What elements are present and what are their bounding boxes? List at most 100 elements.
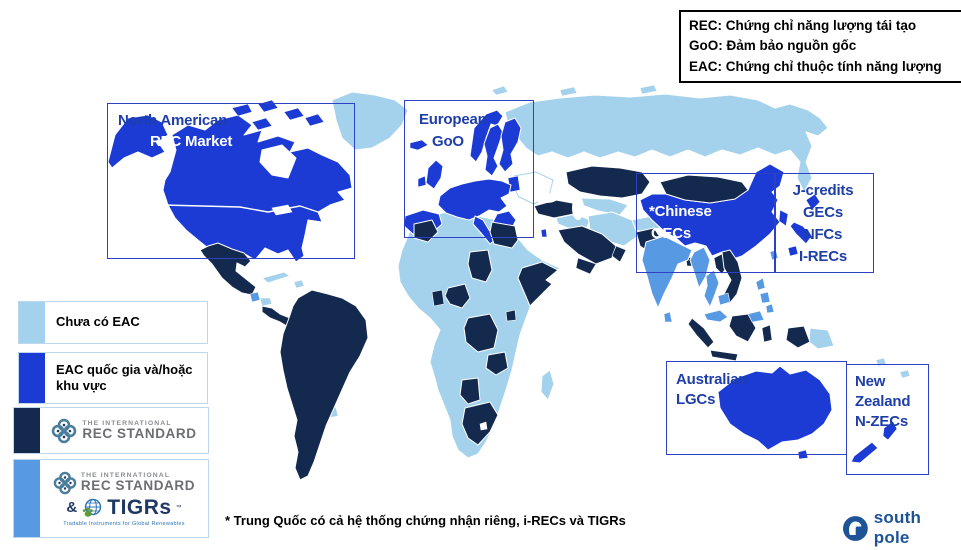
legend-swatch-rec-tigrs bbox=[14, 460, 40, 537]
region-central-asia bbox=[579, 197, 629, 216]
label-japan-schemes: J-credits GECs NFCs I-RECs bbox=[774, 180, 872, 268]
region-sumatra bbox=[687, 317, 715, 349]
region-pacific-isle-1 bbox=[899, 369, 911, 379]
region-sweden bbox=[483, 123, 504, 177]
region-arctic-ca-4 bbox=[251, 117, 273, 131]
label-australian: Australian bbox=[676, 371, 748, 388]
region-thailand bbox=[703, 269, 720, 308]
rec-standard-line2-b: REC STANDARD bbox=[80, 477, 196, 493]
rec-standard-knot-icon-2 bbox=[53, 471, 77, 494]
region-uganda bbox=[505, 309, 517, 322]
region-russia bbox=[504, 93, 829, 193]
brand-logo: south pole bbox=[842, 508, 961, 548]
rec-standard-line1-b: THE INTERNATIONAL bbox=[80, 471, 171, 479]
region-arctic-ca-1 bbox=[231, 103, 253, 117]
legend-item-national-eac: EAC quốc gia và/hoặc khu vực bbox=[18, 352, 208, 404]
region-svalbard bbox=[491, 85, 509, 96]
region-guatemala bbox=[249, 291, 261, 303]
label-j-credits: J-credits bbox=[792, 182, 854, 199]
region-australia bbox=[717, 365, 833, 451]
region-arctic-ca-5 bbox=[304, 113, 325, 127]
regions-national-eac bbox=[107, 99, 898, 464]
region-cambodia bbox=[717, 292, 731, 306]
region-saudi-arabia bbox=[557, 225, 617, 265]
tigrs-trademark: ™ bbox=[175, 504, 182, 511]
caspian-sea bbox=[572, 196, 584, 220]
label-gecs-china: GECs bbox=[651, 225, 692, 242]
region-japan-hokkaido bbox=[805, 193, 821, 211]
region-chad bbox=[467, 249, 493, 283]
legend-label-national-line1: EAC quốc gia và/hoặc bbox=[56, 361, 193, 377]
label-gecs-japan: GECs bbox=[802, 204, 844, 221]
label-i-recs: I-RECs bbox=[799, 248, 847, 265]
box-north-america bbox=[107, 103, 355, 259]
region-oman bbox=[611, 245, 627, 263]
lesotho bbox=[479, 421, 488, 431]
region-south-america bbox=[279, 289, 369, 481]
region-south-africa bbox=[461, 401, 499, 446]
label-goo: GoO bbox=[432, 133, 464, 150]
rec-standard-line1: THE INTERNATIONAL bbox=[82, 419, 172, 427]
rec-standard-knot-icon bbox=[52, 418, 77, 443]
label-chinese: *Chinese bbox=[649, 203, 712, 220]
region-sri-lanka bbox=[663, 311, 673, 323]
region-dr-congo bbox=[463, 313, 499, 353]
label-nz-line2: Zealand bbox=[855, 393, 911, 410]
region-yemen bbox=[575, 257, 597, 275]
region-myanmar bbox=[689, 246, 711, 289]
south-pole-penguin-icon bbox=[842, 515, 868, 541]
definition-goo: GoO: Đảm bảo nguồn gốc bbox=[689, 38, 857, 54]
region-mongolia bbox=[659, 174, 749, 204]
region-nz-north bbox=[882, 420, 898, 441]
region-ireland bbox=[417, 175, 427, 188]
black-sea bbox=[534, 193, 558, 203]
region-arctic-isle-2 bbox=[639, 84, 658, 95]
region-korea bbox=[778, 209, 789, 227]
legend-item-rec-standard: THE INTERNATIONAL REC STANDARD bbox=[13, 407, 209, 454]
definitions-box: REC: Chứng chỉ năng lượng tái tạo GoO: Đ… bbox=[679, 10, 961, 83]
legend-swatch-no-eac bbox=[19, 302, 45, 343]
legend-item-no-eac: Chưa có EAC bbox=[18, 301, 208, 344]
region-sulawesi bbox=[761, 324, 773, 343]
label-european: European bbox=[419, 111, 487, 128]
us-canada-border bbox=[162, 204, 319, 213]
region-arctic-isle-1 bbox=[559, 86, 578, 97]
region-philippines-2 bbox=[759, 291, 771, 304]
water-overlays bbox=[259, 144, 584, 431]
region-alaska bbox=[107, 114, 169, 169]
region-philippines-3 bbox=[765, 303, 775, 314]
definition-rec: REC: Chứng chỉ năng lượng tái tạo bbox=[689, 18, 917, 33]
region-finland bbox=[498, 117, 522, 173]
region-iceland bbox=[409, 139, 429, 151]
region-malaysia bbox=[703, 309, 729, 323]
region-java bbox=[709, 349, 739, 362]
legend-label-national-line2: khu vực bbox=[56, 378, 107, 393]
brand-name: south pole bbox=[873, 508, 922, 547]
region-israel bbox=[540, 228, 548, 238]
label-new-zealand: New Zealand N-ZECs bbox=[855, 372, 910, 432]
label-nz-line1: New bbox=[855, 373, 886, 390]
region-japan-honshu bbox=[789, 221, 813, 245]
legend-swatch-national-eac bbox=[19, 353, 45, 403]
region-honduras bbox=[259, 297, 273, 307]
region-ghana bbox=[431, 289, 445, 307]
legend-swatch-rec-standard bbox=[14, 408, 40, 453]
label-nz-line3: N-ZECs bbox=[855, 413, 908, 430]
ampersand: & bbox=[66, 499, 78, 516]
hudson-bay bbox=[259, 144, 297, 179]
region-namibia bbox=[459, 377, 481, 405]
rec-standard-line2: REC STANDARD bbox=[82, 425, 197, 441]
tigrs-globe-paw-icon bbox=[83, 498, 102, 517]
region-zambia bbox=[485, 351, 509, 376]
region-madagascar bbox=[540, 369, 555, 401]
footnote: * Trung Quốc có cả hệ thống chứng nhận r… bbox=[225, 513, 626, 528]
region-png bbox=[808, 327, 835, 350]
box-china bbox=[636, 173, 776, 273]
region-greenland bbox=[331, 91, 409, 151]
region-nigeria bbox=[444, 283, 471, 309]
label-rec-market: REC Market bbox=[150, 133, 233, 150]
box-new-zealand bbox=[846, 364, 929, 475]
definition-eac: EAC: Chứng chỉ thuộc tính năng lượng bbox=[689, 58, 942, 74]
region-west-papua bbox=[785, 325, 811, 349]
